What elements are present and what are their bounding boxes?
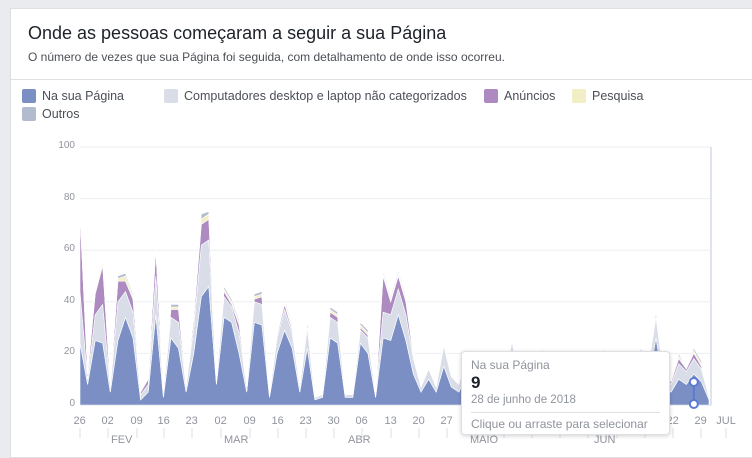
legend-item-desktop[interactable]: Computadores desktop e laptop não catego… (164, 88, 467, 104)
selection-point[interactable] (688, 377, 699, 387)
legend-swatch (484, 89, 498, 103)
x-tick-label: 27 (440, 415, 453, 427)
legend-swatch (572, 89, 586, 103)
month-label: JUN (594, 434, 616, 446)
legend-item-pesquisa[interactable]: Pesquisa (572, 88, 643, 104)
x-tick-label: 16 (271, 415, 284, 427)
x-tick-label: 23 (299, 415, 312, 427)
legend-item-anuncios[interactable]: Anúncios (484, 88, 555, 104)
tooltip-value: 9 (471, 373, 481, 392)
x-tick-label: 09 (130, 415, 143, 427)
card-title: Onde as pessoas começaram a seguir a sua… (28, 23, 447, 43)
month-label: MAR (224, 434, 249, 446)
selection-point[interactable] (688, 399, 699, 409)
legend-label: Pesquisa (592, 89, 644, 103)
x-tick-label: 06 (355, 415, 368, 427)
month-label: FEV (111, 434, 133, 446)
y-tick-label: 0 (69, 398, 75, 409)
x-tick-label: 29 (694, 415, 707, 427)
legend-item-na-sua-pagina[interactable]: Na sua Página (22, 88, 124, 104)
y-tick-label: 40 (63, 294, 75, 306)
x-tick-label: 30 (327, 415, 340, 427)
x-tick-label: 16 (157, 415, 170, 427)
tooltip-date: 28 de junho de 2018 (471, 394, 576, 406)
y-tick-label: 80 (63, 191, 75, 203)
month-label: ABR (348, 434, 371, 446)
legend-label: Anúncios (504, 89, 556, 103)
legend-item-outros[interactable]: Outros (22, 106, 80, 122)
x-tick-label: 02 (101, 415, 114, 427)
chart-tooltip: Na sua Página 9 28 de junho de 2018 Cliq… (461, 351, 670, 435)
x-tick-label: 13 (384, 415, 397, 427)
legend-label: Na sua Página (42, 89, 125, 103)
month-label: MAIO (470, 434, 499, 446)
legend-label: Outros (42, 107, 80, 121)
legend-swatch (164, 89, 178, 103)
legend-swatch (22, 89, 36, 103)
tooltip-divider (471, 412, 660, 413)
x-tick-label: 20 (412, 415, 425, 427)
tooltip-series: Na sua Página (471, 358, 550, 372)
y-tick-label: 100 (58, 140, 75, 151)
tooltip-hint: Clique ou arraste para selecionar (471, 417, 648, 431)
x-tick-label: 26 (73, 415, 86, 427)
x-tick-label: 09 (243, 415, 256, 427)
legend-swatch (22, 107, 36, 121)
y-tick-label: 60 (63, 243, 75, 255)
x-tick-label: JUL (716, 415, 736, 427)
area-series[interactable] (79, 208, 710, 398)
y-tick-label: 20 (63, 346, 75, 358)
x-tick-label: 02 (214, 415, 227, 427)
x-tick-label: 23 (185, 415, 198, 427)
card-subtitle: O número de vezes que sua Página foi seg… (28, 50, 505, 64)
legend-label: Computadores desktop e laptop não catego… (184, 89, 467, 103)
card-header: Onde as pessoas começaram a seguir a sua… (11, 9, 752, 80)
